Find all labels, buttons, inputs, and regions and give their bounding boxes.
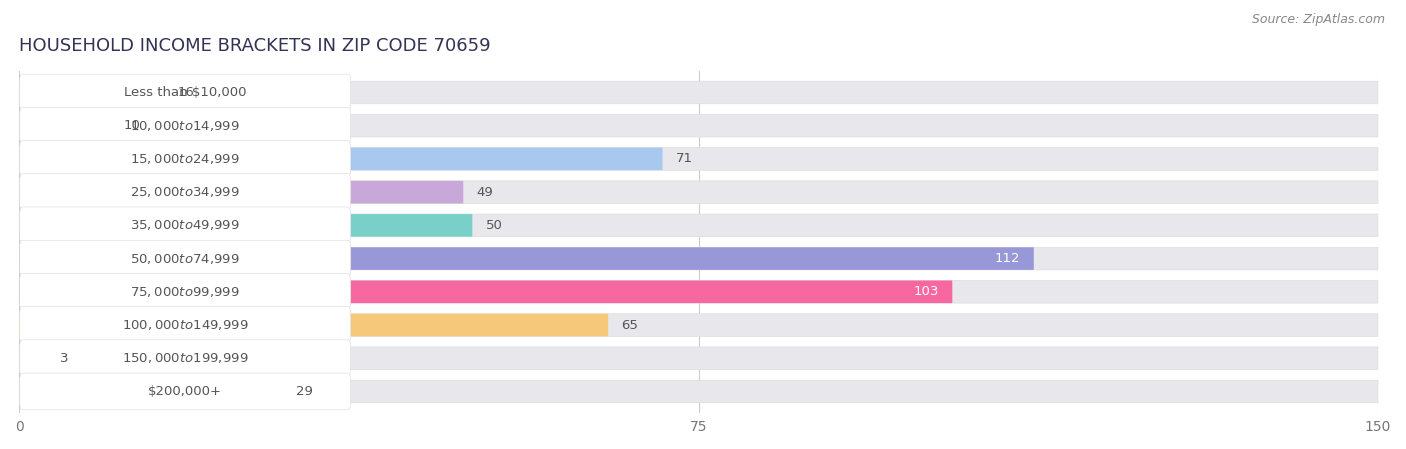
- Text: $75,000 to $99,999: $75,000 to $99,999: [131, 285, 240, 299]
- FancyBboxPatch shape: [20, 141, 352, 177]
- FancyBboxPatch shape: [20, 281, 1378, 303]
- FancyBboxPatch shape: [20, 314, 1378, 336]
- Text: 16: 16: [179, 86, 195, 99]
- FancyBboxPatch shape: [20, 174, 352, 211]
- Text: $150,000 to $199,999: $150,000 to $199,999: [122, 351, 249, 365]
- Text: $50,000 to $74,999: $50,000 to $74,999: [131, 251, 240, 266]
- Text: 103: 103: [914, 285, 939, 298]
- FancyBboxPatch shape: [20, 347, 46, 370]
- FancyBboxPatch shape: [20, 380, 1378, 403]
- Text: 112: 112: [994, 252, 1021, 265]
- Text: $35,000 to $49,999: $35,000 to $49,999: [131, 218, 240, 233]
- FancyBboxPatch shape: [20, 81, 165, 104]
- Text: $25,000 to $34,999: $25,000 to $34,999: [131, 185, 240, 199]
- FancyBboxPatch shape: [20, 81, 1378, 104]
- FancyBboxPatch shape: [20, 148, 662, 170]
- FancyBboxPatch shape: [20, 114, 110, 137]
- FancyBboxPatch shape: [20, 380, 283, 403]
- Text: 65: 65: [621, 318, 638, 331]
- FancyBboxPatch shape: [20, 247, 1033, 270]
- Text: 49: 49: [477, 185, 494, 198]
- Text: 71: 71: [676, 152, 693, 165]
- Text: 50: 50: [485, 219, 503, 232]
- Text: $200,000+: $200,000+: [148, 385, 222, 398]
- FancyBboxPatch shape: [20, 181, 1378, 203]
- FancyBboxPatch shape: [20, 307, 352, 343]
- FancyBboxPatch shape: [20, 281, 952, 303]
- FancyBboxPatch shape: [20, 181, 463, 203]
- Text: 3: 3: [60, 352, 69, 365]
- FancyBboxPatch shape: [20, 207, 352, 244]
- FancyBboxPatch shape: [20, 107, 352, 144]
- Text: $100,000 to $149,999: $100,000 to $149,999: [122, 318, 249, 332]
- FancyBboxPatch shape: [20, 74, 352, 111]
- FancyBboxPatch shape: [20, 114, 1378, 137]
- Text: Less than $10,000: Less than $10,000: [124, 86, 246, 99]
- Text: Source: ZipAtlas.com: Source: ZipAtlas.com: [1251, 13, 1385, 26]
- Text: $15,000 to $24,999: $15,000 to $24,999: [131, 152, 240, 166]
- FancyBboxPatch shape: [20, 214, 1378, 237]
- FancyBboxPatch shape: [20, 247, 1378, 270]
- FancyBboxPatch shape: [20, 240, 352, 277]
- FancyBboxPatch shape: [20, 373, 352, 410]
- FancyBboxPatch shape: [20, 273, 352, 310]
- Text: 29: 29: [295, 385, 312, 398]
- Text: $10,000 to $14,999: $10,000 to $14,999: [131, 119, 240, 133]
- Text: 10: 10: [124, 119, 141, 132]
- FancyBboxPatch shape: [20, 340, 352, 377]
- FancyBboxPatch shape: [20, 314, 609, 336]
- Text: HOUSEHOLD INCOME BRACKETS IN ZIP CODE 70659: HOUSEHOLD INCOME BRACKETS IN ZIP CODE 70…: [20, 37, 491, 55]
- FancyBboxPatch shape: [20, 347, 1378, 370]
- FancyBboxPatch shape: [20, 214, 472, 237]
- FancyBboxPatch shape: [20, 148, 1378, 170]
